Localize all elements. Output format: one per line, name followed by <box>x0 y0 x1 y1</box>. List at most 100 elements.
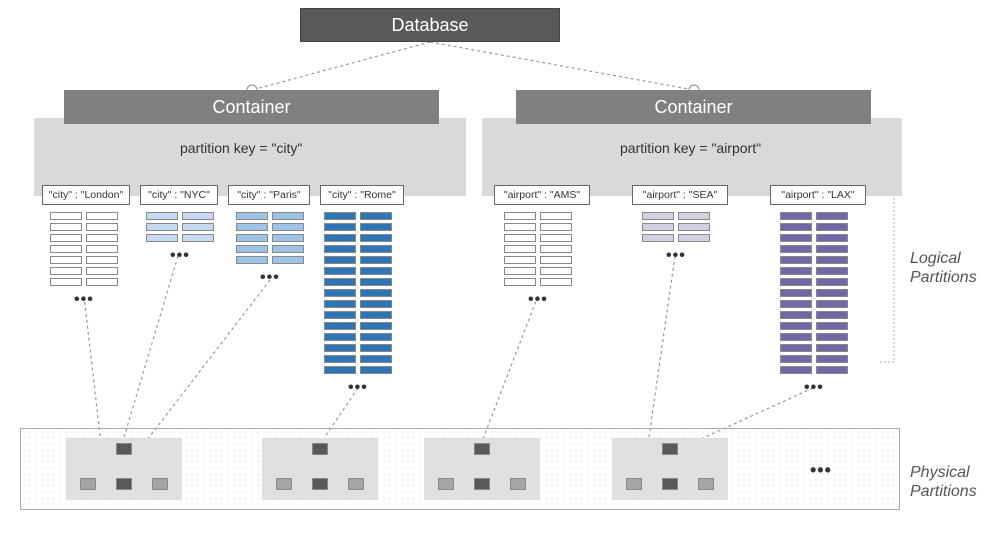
data-cell <box>642 223 674 231</box>
data-cell <box>780 267 812 275</box>
data-cell <box>540 234 572 242</box>
partition-value-chip: "city" : "Paris" <box>228 185 310 205</box>
data-cell <box>50 223 82 231</box>
data-cell <box>816 212 848 220</box>
physical-partition-unit <box>612 438 728 500</box>
logical-partition-stack <box>324 212 392 374</box>
data-cell <box>816 278 848 286</box>
data-cell <box>816 322 848 330</box>
data-cell <box>324 278 356 286</box>
phys-child-node <box>152 478 168 490</box>
data-cell <box>236 223 268 231</box>
data-cell <box>324 311 356 319</box>
data-cell <box>540 212 572 220</box>
logical-partition-stack <box>146 212 214 242</box>
data-cell <box>360 267 392 275</box>
data-cell <box>86 212 118 220</box>
logical-partition-stack <box>504 212 572 286</box>
data-cell <box>236 212 268 220</box>
physical-partition-unit <box>66 438 182 500</box>
data-cell <box>324 344 356 352</box>
data-cell <box>272 256 304 264</box>
database-box: Database <box>300 8 560 42</box>
data-cell <box>50 256 82 264</box>
data-cell <box>360 355 392 363</box>
data-cell <box>540 223 572 231</box>
data-cell <box>182 212 214 220</box>
phys-child-node <box>698 478 714 490</box>
data-cell <box>504 245 536 253</box>
data-cell <box>324 366 356 374</box>
data-cell <box>816 366 848 374</box>
phys-child-node <box>510 478 526 490</box>
data-cell <box>816 333 848 341</box>
data-cell <box>360 256 392 264</box>
phys-root-node <box>116 443 132 455</box>
data-cell <box>360 223 392 231</box>
partition-value-chip: "airport" : "LAX" <box>770 185 866 205</box>
phys-child-node <box>348 478 364 490</box>
data-cell <box>86 256 118 264</box>
phys-child-node <box>80 478 96 490</box>
data-cell <box>816 289 848 297</box>
partition-value-chip: "city" : "London" <box>42 185 130 205</box>
container-title: Container <box>516 90 871 124</box>
logical-partition-stack <box>642 212 710 242</box>
physical-partition-unit <box>262 438 378 500</box>
logical-partition-stack <box>50 212 118 286</box>
phys-root-node <box>662 443 678 455</box>
ellipsis: ••• <box>528 291 548 309</box>
data-cell <box>86 267 118 275</box>
data-cell <box>324 212 356 220</box>
data-cell <box>360 333 392 341</box>
data-cell <box>816 344 848 352</box>
data-cell <box>182 234 214 242</box>
data-cell <box>324 256 356 264</box>
partition-key-label: partition key = "airport" <box>620 140 761 156</box>
data-cell <box>504 223 536 231</box>
physical-partitions-label: PhysicalPartitions <box>910 463 977 501</box>
data-cell <box>816 311 848 319</box>
data-cell <box>324 300 356 308</box>
phys-child-node <box>626 478 642 490</box>
data-cell <box>780 300 812 308</box>
data-cell <box>360 322 392 330</box>
phys-child-node <box>312 478 328 490</box>
data-cell <box>146 212 178 220</box>
data-cell <box>50 267 82 275</box>
data-cell <box>816 245 848 253</box>
data-cell <box>540 278 572 286</box>
data-cell <box>360 278 392 286</box>
data-cell <box>504 234 536 242</box>
data-cell <box>780 289 812 297</box>
data-cell <box>816 300 848 308</box>
data-cell <box>50 245 82 253</box>
data-cell <box>182 223 214 231</box>
data-cell <box>272 212 304 220</box>
data-cell <box>360 289 392 297</box>
ellipsis: ••• <box>170 247 190 265</box>
data-cell <box>50 234 82 242</box>
partition-value-chip: "airport" : "SEA" <box>632 185 728 205</box>
physical-partition-unit <box>424 438 540 500</box>
data-cell <box>146 223 178 231</box>
partition-value-chip: "city" : "NYC" <box>140 185 218 205</box>
phys-root-node <box>312 443 328 455</box>
logical-partitions-label: LogicalPartitions <box>910 249 977 287</box>
partition-value-chip: "city" : "Rome" <box>320 185 404 205</box>
data-cell <box>540 256 572 264</box>
data-cell <box>86 278 118 286</box>
data-cell <box>780 355 812 363</box>
data-cell <box>540 267 572 275</box>
data-cell <box>324 267 356 275</box>
data-cell <box>540 245 572 253</box>
data-cell <box>504 212 536 220</box>
phys-child-node <box>438 478 454 490</box>
data-cell <box>236 256 268 264</box>
data-cell <box>324 245 356 253</box>
data-cell <box>504 256 536 264</box>
ellipsis: ••• <box>260 269 280 287</box>
data-cell <box>678 212 710 220</box>
data-cell <box>360 366 392 374</box>
partition-key-label: partition key = "city" <box>180 140 302 156</box>
